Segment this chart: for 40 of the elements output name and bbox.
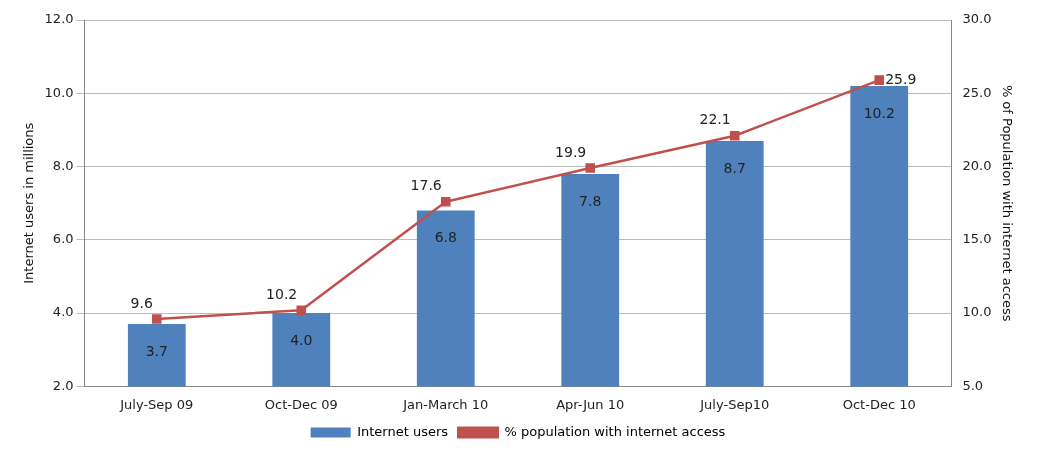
data-label: 4.0 <box>290 331 313 348</box>
data-label: 3.7 <box>145 342 168 359</box>
legend-label: % population with internet access <box>504 423 726 439</box>
x-tick-label: Oct-Dec 10 <box>842 396 916 412</box>
data-label: 6.8 <box>434 229 457 246</box>
data-label: 22.1 <box>699 111 731 128</box>
point <box>874 75 884 85</box>
data-label: 17.6 <box>410 177 442 194</box>
x-tick-label: Apr-Jun 10 <box>556 396 625 412</box>
point <box>440 196 451 207</box>
point <box>152 314 162 324</box>
data-label: 10.2 <box>266 285 298 302</box>
legend-label: Internet users <box>357 423 449 439</box>
y-tick-label: 4.0 <box>52 304 74 320</box>
x-tick-label: Jan-March 10 <box>402 396 489 412</box>
x-tick-label: July-Sep10 <box>699 396 770 412</box>
data-label: 9.6 <box>130 294 153 311</box>
y2-tick-label: 15.0 <box>962 231 992 247</box>
y2-axis-title: % of Population with internet access <box>999 84 1015 322</box>
data-label: 8.7 <box>723 159 746 176</box>
y2-tick-label: 5.0 <box>962 377 984 393</box>
point <box>296 305 307 315</box>
y-tick-label: 2.0 <box>52 377 74 393</box>
point <box>585 163 596 173</box>
y-tick-label: 10.0 <box>44 84 74 100</box>
data-label: 10.2 <box>863 104 895 121</box>
x-tick-label: July-Sep 09 <box>119 396 194 412</box>
data-label: 25.9 <box>885 70 917 87</box>
y2-tick-label: 30.0 <box>962 11 992 27</box>
point <box>729 131 740 141</box>
y2-tick-label: 10.0 <box>962 304 992 320</box>
data-label: 19.9 <box>555 143 587 160</box>
y2-tick-label: 20.0 <box>962 157 992 173</box>
y-tick-label: 6.0 <box>52 231 74 247</box>
y2-tick-label: 25.0 <box>962 84 992 100</box>
x-tick-label: Oct-Dec 09 <box>264 396 338 412</box>
y-tick-label: 12.0 <box>44 11 74 27</box>
y-axis-title: Internet users in millions <box>21 122 37 284</box>
y-tick-label: 8.0 <box>52 157 74 173</box>
data-label: 7.8 <box>579 192 602 209</box>
